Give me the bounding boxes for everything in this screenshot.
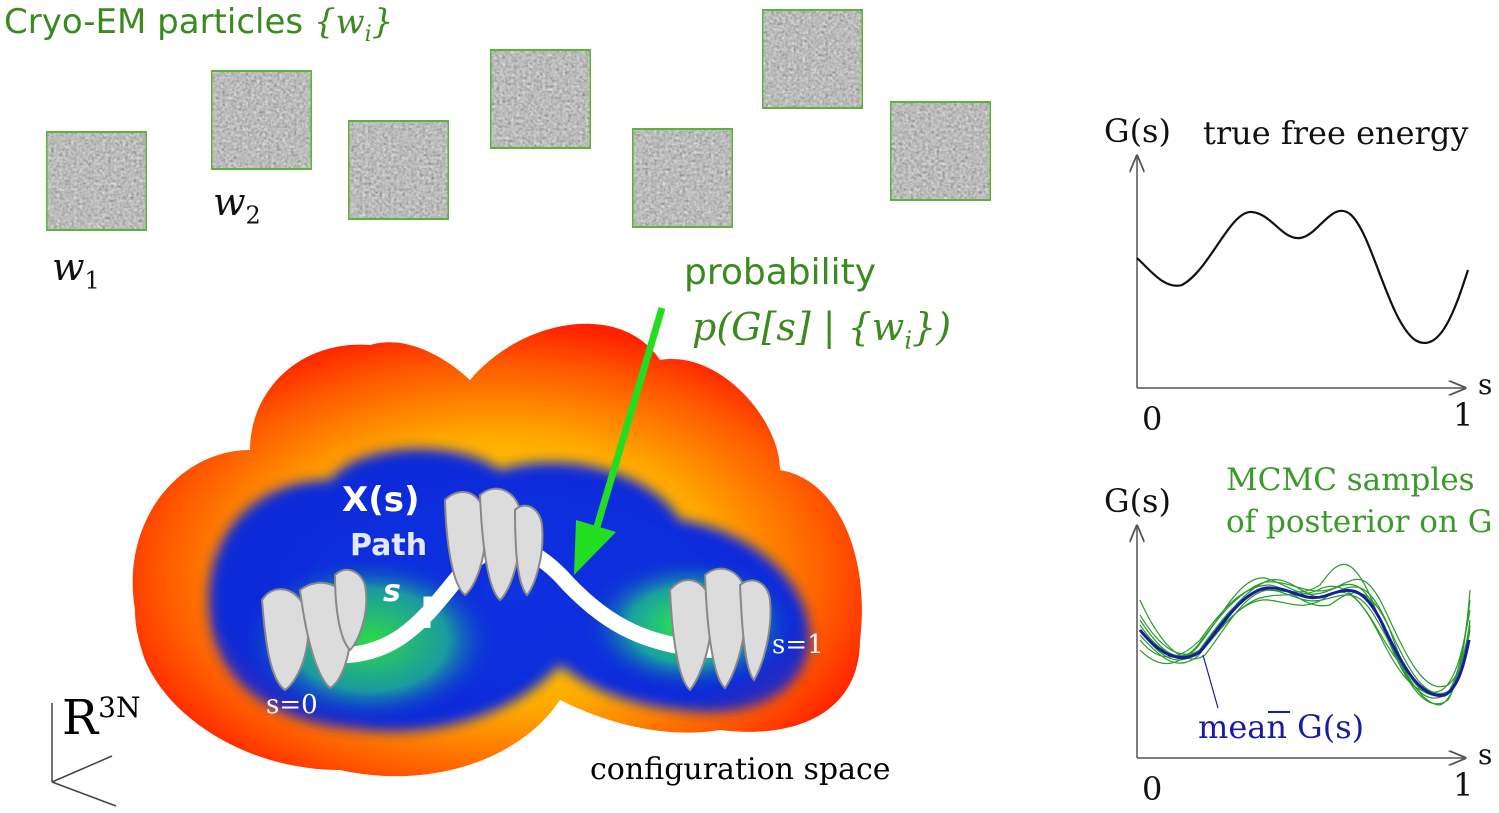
graph-top-xmax: 1 — [1453, 396, 1474, 434]
particle-patch — [762, 9, 863, 109]
configuration-space-label: configuration space — [590, 752, 891, 787]
graph-top-xlabel: s — [1478, 368, 1493, 401]
mean-free-energy-curve — [1138, 586, 1471, 698]
path-end-label: s=1 — [772, 630, 824, 660]
mean-curve-label: mean G(s) — [1198, 708, 1365, 746]
graph-top-xmin: 0 — [1142, 400, 1163, 438]
true-free-energy-curve — [1136, 209, 1470, 344]
energy-landscape — [132, 323, 862, 777]
probability-expression: p(G[s] | {wi}) — [692, 305, 952, 355]
particle-patch — [890, 101, 991, 201]
graph-top-ylabel: G(s) — [1104, 112, 1171, 150]
graph-bottom-ylabel: G(s) — [1104, 482, 1171, 520]
particle-patch — [211, 70, 312, 170]
graph-bottom-title-line2: of posterior on G — [1226, 504, 1493, 540]
path-variable: s — [383, 574, 401, 609]
mean-label-pointer — [1202, 654, 1219, 709]
graph-top — [1136, 156, 1470, 388]
space-symbol: R3N — [62, 690, 141, 746]
space-axes-icon — [51, 703, 117, 807]
diagram-title: Cryo-EM particles {wi} — [4, 2, 394, 47]
particle-patch — [348, 120, 449, 220]
graph-bottom-xmin: 0 — [1142, 770, 1163, 808]
graph-bottom-xmax: 1 — [1453, 766, 1474, 804]
particle-label-w1: w1 — [52, 245, 100, 295]
probability-arrow — [574, 307, 666, 575]
path-start-label: s=0 — [266, 690, 318, 720]
particle-label-w2: w2 — [213, 180, 261, 230]
particle-patch — [490, 49, 591, 149]
protein-structure-end — [668, 567, 772, 692]
graph-top-title: true free energy — [1203, 114, 1469, 152]
probability-label: probability — [684, 252, 877, 293]
path-direction-arrow — [423, 596, 440, 628]
graph-bottom-title-line1: MCMC samples — [1226, 462, 1475, 498]
protein-structure-start — [260, 568, 368, 692]
path-title: X(s) — [342, 480, 420, 520]
graph-bottom — [1137, 526, 1471, 758]
protein-structure-middle — [443, 487, 544, 602]
path-label: Path — [350, 528, 428, 563]
mcmc-sample-curves — [1139, 563, 1471, 706]
graph-bottom-xlabel: s — [1478, 738, 1493, 771]
particle-patch — [632, 128, 733, 228]
particle-images — [46, 9, 991, 231]
particle-patch — [46, 131, 147, 231]
